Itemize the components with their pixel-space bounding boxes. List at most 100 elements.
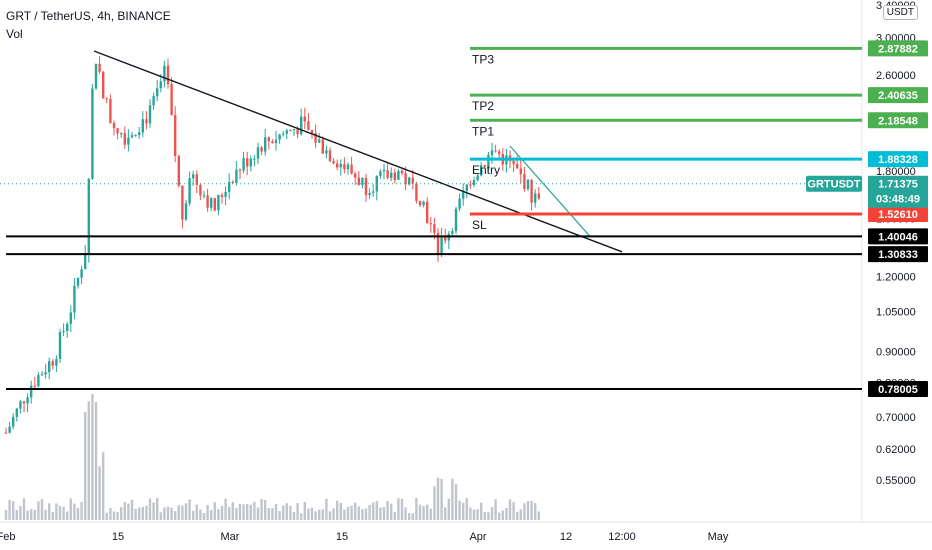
candle-body [238,169,242,171]
price-tick-label: 0.62000 [876,444,916,456]
time-tick-label: 12:00 [608,531,636,543]
volume-bar [166,506,170,520]
candle-body [19,401,22,409]
candle-body [55,359,58,366]
candle-body [346,164,350,170]
candle-body [249,158,252,167]
candle-body [361,177,364,185]
level-name: TP3 [472,52,494,66]
candle-body [80,269,83,278]
candle-body [40,374,44,376]
level-name: TP2 [472,99,494,113]
candle-body [465,184,468,191]
volume-bar [436,477,440,520]
volume-bar [73,503,76,520]
volume-bar [289,505,292,520]
volume-bar [411,513,414,520]
volume-bar [328,511,332,520]
candle-body [256,147,260,159]
volume-bar [343,509,346,520]
volume-bar [152,502,155,520]
volume-bar [296,503,299,520]
volume-bar [271,508,274,520]
volume-bar [228,507,231,520]
candle-body [343,163,346,170]
candle-body [325,150,328,154]
volume-bar [433,486,436,520]
candle-body [300,116,303,135]
candle-body [314,133,317,143]
volume-bar [163,507,166,520]
candle-body [188,178,191,204]
volume-bar [192,510,195,520]
candle-body [134,134,137,136]
volume-bar [429,508,432,520]
level-name: Entry [472,163,500,177]
candle-body [386,170,389,178]
time-axis[interactable]: Feb 15 Mar 15 Apr 12 12:00 May [0,531,729,543]
volume-bar [94,401,98,520]
level-price-tag [868,228,928,245]
symbol-tag [806,175,862,192]
candle-body [458,198,461,209]
volume-bar [120,507,123,520]
volume-bar [512,502,515,520]
volume-bar [62,506,65,520]
candle-body [116,128,119,134]
volume-bar [357,506,360,520]
volume-bar [300,513,303,520]
candle-body [37,374,40,387]
candle-body [210,198,213,208]
volume-bar [249,504,252,520]
volume-bar [220,505,224,520]
candle-body [390,172,393,178]
candle-body [404,173,407,185]
candle-body [494,150,497,152]
candle-body [537,193,540,199]
candle-body [105,98,108,100]
level-price-tag [868,87,928,104]
volume-bar [364,508,368,520]
volume-bar [123,501,126,520]
volume-bar [206,504,209,520]
volume-bar [184,503,188,520]
candle-body [512,160,515,165]
candle-body [141,119,144,133]
time-tick-label: Feb [0,531,15,543]
volume-bar [19,505,22,520]
candle-body [94,63,98,89]
candle-body [285,130,288,134]
volume-bar [350,505,353,520]
volume-bar [386,501,389,520]
volume-bar [84,411,87,520]
volume-bar [375,501,378,520]
candle-body [181,185,184,220]
volume-bar [58,505,62,520]
volume-bar [224,498,227,520]
volume-bar [51,512,54,520]
candle-body [433,224,436,233]
candle-body [451,231,454,234]
symbol-title[interactable]: GRT / TetherUS, 4h, BINANCE [6,9,171,23]
candle-body [296,129,299,135]
candle-body [516,164,519,169]
candle-body [44,372,47,375]
volume-indicator-label[interactable]: Vol [6,27,23,41]
volume-bar [490,507,494,520]
candle-body [156,88,159,97]
volume-bar [112,511,116,520]
candle-body [206,195,209,208]
volume-bar [444,507,447,520]
volume-bar [188,499,191,520]
volume-bar [310,507,314,520]
candle-body [490,150,494,155]
level-price-tag [868,246,928,263]
volume-bars [4,394,540,520]
volume-bar [505,507,508,520]
candle-body [303,116,306,122]
currency-unit-badge[interactable]: USDT [882,5,918,20]
candle-body [444,235,447,241]
volume-bar [91,394,94,520]
volume-bar [217,509,220,520]
